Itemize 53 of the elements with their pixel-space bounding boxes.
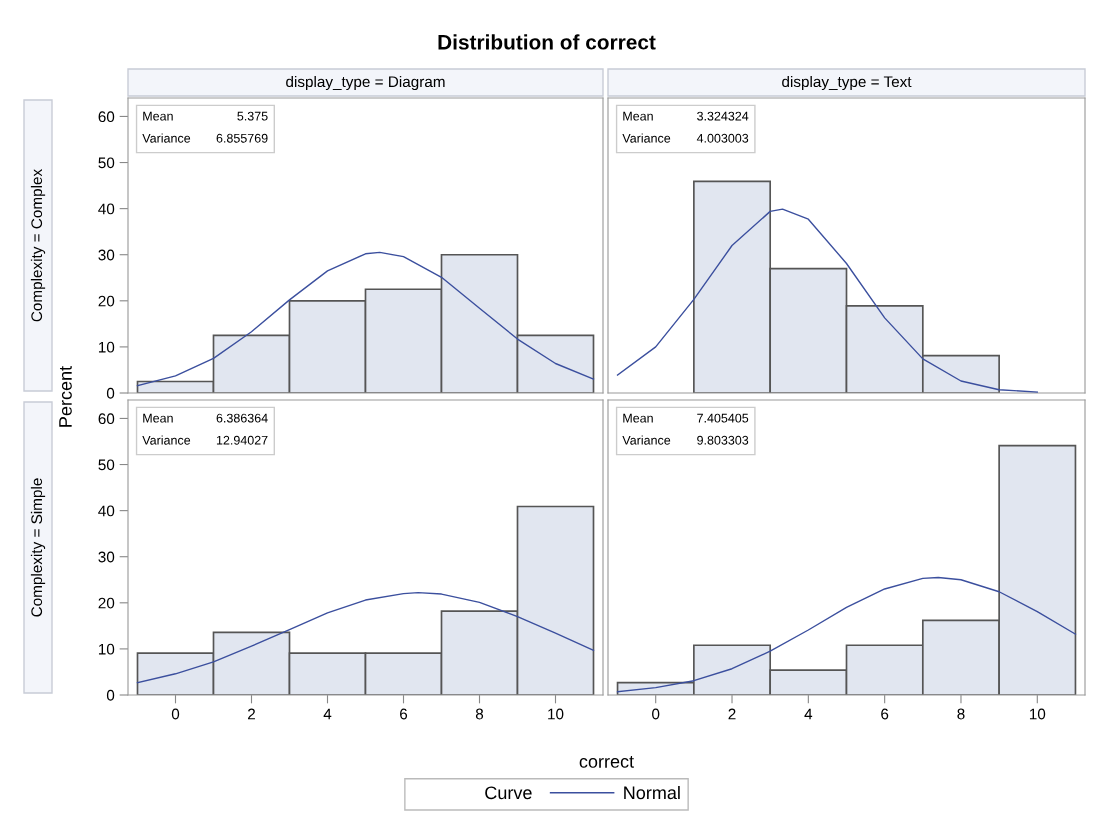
x-tick-label: 4 bbox=[323, 708, 332, 720]
annotation: 6.386364 bbox=[216, 413, 268, 423]
y-tick-label: 50 bbox=[98, 459, 115, 471]
annotation: 4.003003 bbox=[696, 133, 749, 143]
line-series bbox=[136, 591, 595, 684]
chart-subtitle: display_type = Text bbox=[782, 75, 912, 91]
annotation: Mean bbox=[143, 413, 173, 423]
annotation: Variance bbox=[142, 435, 191, 445]
chart-subtitle: display_type = Diagram bbox=[286, 75, 445, 91]
y-tick-label: 60 bbox=[98, 413, 115, 425]
annotation: Mean bbox=[143, 111, 173, 121]
x-axis-title: correct bbox=[579, 755, 634, 768]
x-tick-label: 0 bbox=[652, 708, 660, 720]
y-tick-label: 60 bbox=[98, 111, 115, 123]
y-tick-label: 20 bbox=[98, 597, 115, 609]
y-axis-title: Percent bbox=[59, 366, 72, 427]
x-tick-label: 8 bbox=[957, 708, 965, 720]
y-tick-label: 10 bbox=[98, 643, 115, 655]
y-tick-label: 0 bbox=[106, 689, 115, 701]
x-tick-label: 2 bbox=[728, 708, 736, 720]
x-tick-label: 8 bbox=[475, 708, 484, 720]
x-tick-label: 10 bbox=[1029, 708, 1046, 720]
line-series bbox=[136, 251, 595, 387]
legend-label: Normal bbox=[624, 785, 680, 800]
annotation: 12.94027 bbox=[216, 435, 268, 445]
annotation: Variance bbox=[142, 133, 191, 143]
y-tick-label: 30 bbox=[98, 551, 115, 563]
y-tick-label: 50 bbox=[98, 157, 115, 169]
chart-title: Distribution of correct bbox=[438, 34, 656, 50]
annotation: 6.855769 bbox=[216, 133, 268, 143]
annotation: Mean bbox=[623, 111, 653, 121]
annotation: Variance bbox=[622, 133, 671, 143]
y-tick-label: 20 bbox=[98, 295, 115, 307]
annotation: Variance bbox=[622, 435, 671, 445]
text: Complexity = Complex bbox=[30, 169, 46, 322]
y-tick-label: 40 bbox=[98, 203, 115, 215]
annotation: 5.375 bbox=[237, 111, 268, 121]
annotation: Mean bbox=[623, 413, 653, 423]
annotation: 3.324324 bbox=[697, 111, 749, 121]
text: Complexity = Simple bbox=[30, 478, 46, 617]
x-tick-label: 2 bbox=[248, 708, 255, 720]
x-tick-label: 10 bbox=[548, 708, 564, 720]
x-tick-label: 6 bbox=[400, 708, 408, 720]
y-tick-label: 30 bbox=[98, 249, 115, 261]
y-tick-label: 10 bbox=[98, 341, 115, 353]
x-tick-label: 4 bbox=[804, 708, 813, 720]
x-tick-label: 6 bbox=[881, 708, 889, 720]
y-tick-label: 40 bbox=[98, 505, 115, 517]
annotation: 9.803303 bbox=[697, 435, 749, 445]
annotation: 7.405405 bbox=[697, 413, 749, 423]
x-tick-label: 0 bbox=[171, 708, 180, 720]
y-tick-label: 0 bbox=[106, 387, 115, 399]
legend-title: Curve bbox=[485, 786, 532, 800]
